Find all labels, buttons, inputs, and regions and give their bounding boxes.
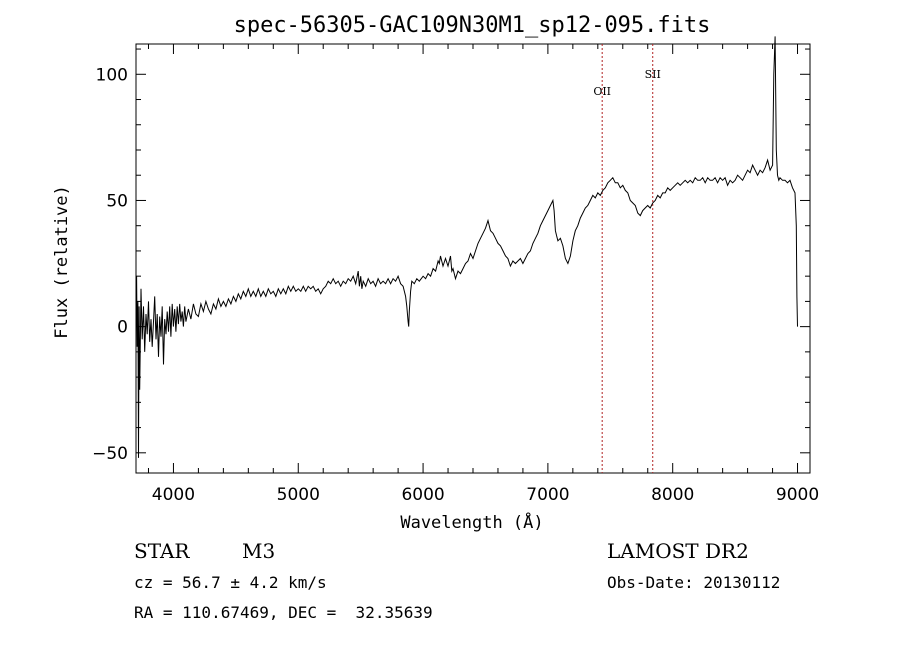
y-tick-label: 50: [106, 191, 128, 211]
reference-label-oii: OII: [593, 85, 611, 98]
survey-name-text: LAMOST DR2: [607, 539, 749, 563]
coordinates-text: RA = 110.67469, DEC = 32.35639: [134, 603, 433, 622]
x-axis-label: Wavelength (Å): [400, 511, 543, 533]
y-axis-label: Flux (relative): [52, 185, 72, 339]
object-subclass: M3: [242, 539, 275, 563]
spectrum-line: [135, 36, 798, 458]
obs-date: Obs-Date: 20130112: [607, 573, 780, 592]
survey-name: LAMOST DR2: [607, 539, 749, 563]
object-class: STAR: [134, 539, 189, 563]
object-subclass-text: M3: [242, 539, 276, 563]
redshift-text: cz = 56.7 ± 4.2 km/s: [134, 573, 327, 592]
chart-title: spec-56305-GAC109N30M1_sp12-095.fits: [234, 13, 711, 38]
y-tick-label: −50: [92, 444, 128, 464]
y-axis-ticks: −50 0 50 100: [92, 48, 810, 464]
x-tick-label: 7000: [526, 485, 569, 505]
redshift-info: cz = 56.7 ± 4.2 km/s: [134, 573, 327, 592]
x-tick-label: 9000: [776, 485, 819, 505]
obs-date-text: Obs-Date: 20130112: [607, 573, 781, 592]
x-tick-label: 4000: [152, 485, 195, 505]
y-tick-label: 100: [96, 65, 128, 85]
x-tick-label: 5000: [277, 485, 320, 505]
reference-label-sii: SII: [645, 68, 661, 81]
y-tick-label: 0: [117, 318, 128, 338]
x-tick-label: 8000: [651, 485, 694, 505]
coordinates: RA = 110.67469, DEC = 32.35639: [134, 603, 433, 622]
x-tick-label: 6000: [401, 485, 444, 505]
reference-lines: OII SII: [593, 44, 661, 473]
x-axis-ticks: 4000 5000 6000 7000 8000 9000: [147, 44, 819, 505]
object-class-text: STAR: [134, 539, 190, 563]
